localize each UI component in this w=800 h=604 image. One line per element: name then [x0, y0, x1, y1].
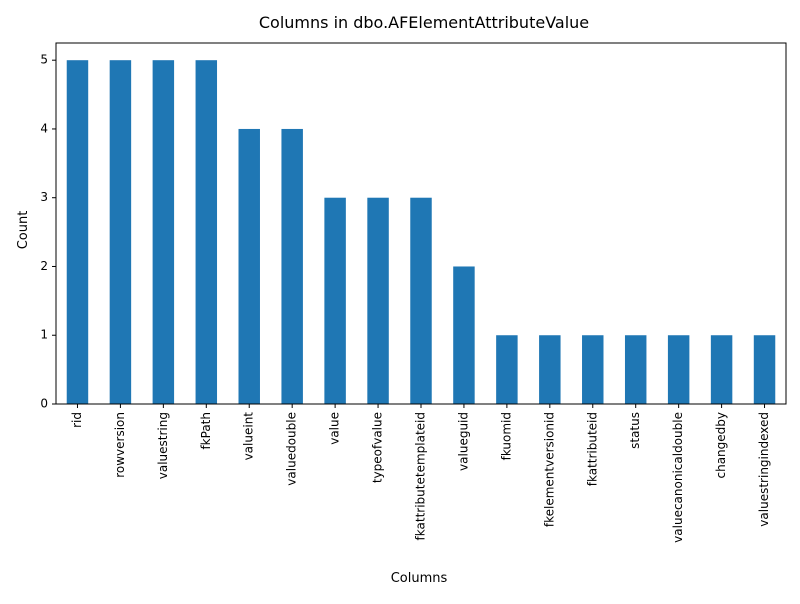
y-axis: 0 1 2 3 4 5 [40, 53, 56, 411]
x-tick-label: rowversion [113, 412, 127, 478]
bar-fkattributetemplateid [410, 197, 432, 404]
x-tick-label: fkattributeid [585, 412, 599, 486]
x-tick-label: rid [70, 412, 84, 428]
x-tick-label: fkPath [199, 412, 213, 450]
bar-changedby [710, 335, 733, 404]
plot-frame [55, 42, 787, 405]
bar-valuestringindexed [753, 335, 776, 404]
x-tick-label: value [328, 412, 342, 445]
y-axis-label: Count [16, 211, 31, 250]
x-tick-label: fkelementversionid [542, 412, 556, 527]
bars-group [66, 60, 776, 404]
x-tick-label: valuestring [156, 412, 170, 479]
x-tick-label: valuedouble [285, 412, 299, 486]
bar-valueint [238, 128, 260, 404]
bar-valueguid [453, 266, 475, 404]
y-tick-label: 5 [40, 53, 48, 67]
y-tick-label: 3 [40, 190, 48, 204]
bar-status [624, 335, 647, 404]
x-tick-label: changedby [714, 412, 728, 479]
y-tick-label: 2 [40, 259, 48, 273]
y-tick-label: 1 [40, 328, 48, 342]
x-tick-label: fkuomid [499, 412, 513, 460]
x-tick-label: valuecanonicaldouble [671, 412, 685, 543]
bar-valuedouble [281, 128, 303, 404]
y-tick-label: 0 [40, 397, 48, 411]
x-tick-label: fkattributetemplateid [414, 412, 428, 540]
bar-valuecanonicaldouble [667, 335, 690, 404]
bar-rid [66, 60, 89, 404]
bar-valuestring [152, 60, 175, 404]
x-tick-label: valueint [242, 412, 256, 461]
bar-fkattributeid [582, 335, 604, 404]
bar-rowversion [109, 60, 132, 404]
x-tick-label: valueguid [456, 412, 470, 471]
bar-fkelementversionid [539, 335, 561, 404]
x-axis: rid rowversion valuestring fkPath valueint va… [70, 404, 771, 543]
x-tick-label: status [628, 412, 642, 449]
bar-value [324, 197, 346, 404]
y-tick-label: 4 [40, 121, 48, 135]
x-axis-label: Columns [391, 571, 448, 586]
x-tick-label: typeofvalue [371, 412, 385, 483]
bar-typeofvalue [367, 197, 389, 404]
bar-fkPath [195, 60, 218, 404]
x-tick-label: valuestringindexed [757, 412, 771, 527]
chart-title: Columns in dbo.AFElementAttributeValue [259, 13, 589, 32]
bar-fkuomid [496, 335, 518, 404]
